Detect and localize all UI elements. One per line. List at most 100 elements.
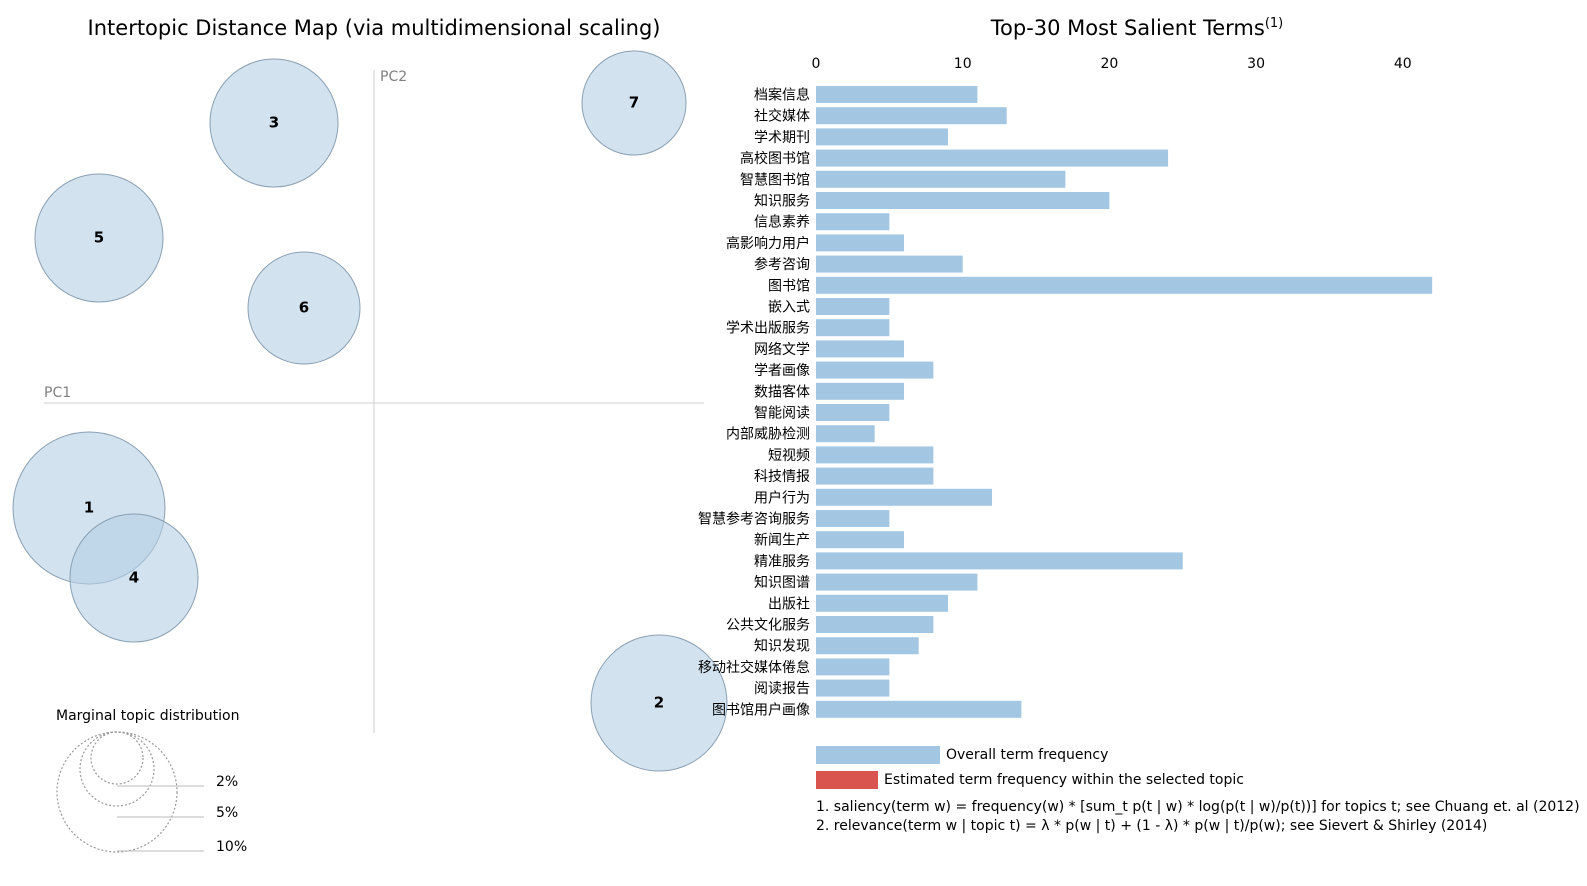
term-bar[interactable] <box>816 488 993 506</box>
term-label[interactable]: 智慧图书馆 <box>740 172 810 188</box>
footnote-saliency: 1. saliency(term w) = frequency(w) * [su… <box>816 799 1580 815</box>
topic-circles: 1 2 3 4 5 6 7 <box>12 50 728 772</box>
term-bar[interactable] <box>816 637 919 655</box>
term-label[interactable]: 智慧参考咨询服务 <box>698 511 810 528</box>
term-label[interactable]: 参考咨询 <box>754 256 810 273</box>
intertopic-distance-map: Intertopic Distance Map (via multidimens… <box>12 16 728 855</box>
topic-label-4: 4 <box>129 569 139 587</box>
term-bar[interactable] <box>816 679 890 697</box>
x-tick-0: 0 <box>812 56 821 72</box>
term-bar[interactable] <box>816 128 949 146</box>
legend-circle-10 <box>56 731 178 853</box>
term-label[interactable]: 图书馆用户画像 <box>712 701 810 718</box>
term-bar[interactable] <box>816 467 934 485</box>
marginal-topic-legend: Marginal topic distribution 2% 5% 10% <box>56 708 247 855</box>
right-panel-title-sup: (1) <box>1265 16 1283 31</box>
term-label[interactable]: 新闻生产 <box>754 533 810 549</box>
term-label[interactable]: 学者画像 <box>754 363 810 379</box>
x-tick-40: 40 <box>1394 56 1412 72</box>
legend-overall-swatch <box>816 746 940 764</box>
term-bar[interactable] <box>816 425 875 443</box>
topic-circle-6[interactable] <box>247 251 361 365</box>
term-label[interactable]: 知识发现 <box>754 638 810 655</box>
term-bar[interactable] <box>816 361 934 379</box>
term-label[interactable]: 智能阅读 <box>754 405 810 422</box>
left-panel-title: Intertopic Distance Map (via multidimens… <box>88 16 661 40</box>
term-label[interactable]: 公共文化服务 <box>726 618 810 634</box>
term-label[interactable]: 高校图书馆 <box>740 150 810 167</box>
term-bar[interactable] <box>816 700 1022 718</box>
topic-label-2: 2 <box>654 694 664 712</box>
pc2-label: PC2 <box>380 69 407 85</box>
x-axis-ticks: 0 10 20 30 40 <box>812 56 1412 72</box>
term-bar[interactable] <box>816 594 949 612</box>
term-bar[interactable] <box>816 255 963 273</box>
term-labels: 档案信息社交媒体学术期刊高校图书馆智慧图书馆知识服务信息素养高影响力用户参考咨询… <box>698 87 810 719</box>
term-bar[interactable] <box>816 382 905 400</box>
topic-label-5: 5 <box>94 229 104 247</box>
term-bar[interactable] <box>816 107 1007 125</box>
pc1-label: PC1 <box>44 385 71 401</box>
term-label[interactable]: 内部威胁检测 <box>726 427 810 443</box>
term-bars <box>816 86 1433 718</box>
term-bar[interactable] <box>816 616 934 633</box>
term-bar[interactable] <box>816 192 1110 209</box>
term-bar[interactable] <box>816 552 1183 570</box>
topic-label-6: 6 <box>299 299 309 317</box>
term-label[interactable]: 高影响力用户 <box>726 235 810 252</box>
right-panel-title: Top-30 Most Salient Terms(1) <box>990 16 1284 40</box>
term-label[interactable]: 移动社交媒体倦怠 <box>698 659 810 676</box>
term-bar[interactable] <box>816 276 1433 294</box>
term-label[interactable]: 档案信息 <box>754 87 810 104</box>
legend-label-10: 10% <box>216 839 247 855</box>
term-label[interactable]: 阅读报告 <box>754 680 810 697</box>
bar-legend: Overall term frequency Estimated term fr… <box>816 746 1244 789</box>
term-label[interactable]: 科技情报 <box>754 469 810 485</box>
term-bar[interactable] <box>816 340 905 358</box>
x-tick-10: 10 <box>954 56 972 72</box>
term-bar[interactable] <box>816 319 890 337</box>
term-bar[interactable] <box>816 531 905 549</box>
term-bar[interactable] <box>816 573 978 591</box>
legend-label-5: 5% <box>216 805 238 821</box>
x-tick-30: 30 <box>1247 56 1265 72</box>
term-bar[interactable] <box>816 170 1066 188</box>
term-bar[interactable] <box>816 404 890 421</box>
term-label[interactable]: 知识服务 <box>754 193 810 210</box>
term-label[interactable]: 图书馆 <box>768 278 810 294</box>
term-bar[interactable] <box>816 658 890 676</box>
term-label[interactable]: 用户行为 <box>754 489 810 506</box>
topic-label-1: 1 <box>84 499 94 517</box>
term-bar[interactable] <box>816 446 934 464</box>
term-label[interactable]: 学术期刊 <box>754 130 810 146</box>
term-label[interactable]: 出版社 <box>768 596 810 612</box>
right-panel-title-text: Top-30 Most Salient Terms <box>990 16 1265 40</box>
term-label[interactable]: 短视频 <box>768 448 810 464</box>
term-bar[interactable] <box>816 86 978 103</box>
term-bar[interactable] <box>816 149 1169 167</box>
topic-label-7: 7 <box>629 94 639 112</box>
term-label[interactable]: 网络文学 <box>754 342 810 358</box>
term-label[interactable]: 嵌入式 <box>768 300 810 316</box>
term-label[interactable]: 数描客体 <box>754 383 810 400</box>
legend-label-2: 2% <box>216 774 238 790</box>
topic-circle-5[interactable] <box>34 173 164 303</box>
topic-circle-3[interactable] <box>209 58 339 188</box>
term-label[interactable]: 知识图谱 <box>754 574 810 591</box>
topic-circle-7[interactable] <box>581 50 687 156</box>
legend-estimated-label: Estimated term frequency within the sele… <box>884 772 1244 788</box>
topic-circle-4[interactable] <box>69 513 199 643</box>
term-label[interactable]: 精准服务 <box>754 554 810 570</box>
topic-label-3: 3 <box>269 114 279 132</box>
term-bar[interactable] <box>816 213 890 231</box>
legend-estimated-swatch <box>816 771 878 789</box>
term-bar[interactable] <box>816 234 905 252</box>
term-label[interactable]: 社交媒体 <box>754 108 810 125</box>
topic-circle-2[interactable] <box>590 634 728 772</box>
legend-circle-5 <box>79 731 155 807</box>
term-label[interactable]: 信息素养 <box>754 214 810 231</box>
term-bar[interactable] <box>816 510 890 527</box>
term-bar[interactable] <box>816 298 890 315</box>
term-label[interactable]: 学术出版服务 <box>726 321 810 337</box>
